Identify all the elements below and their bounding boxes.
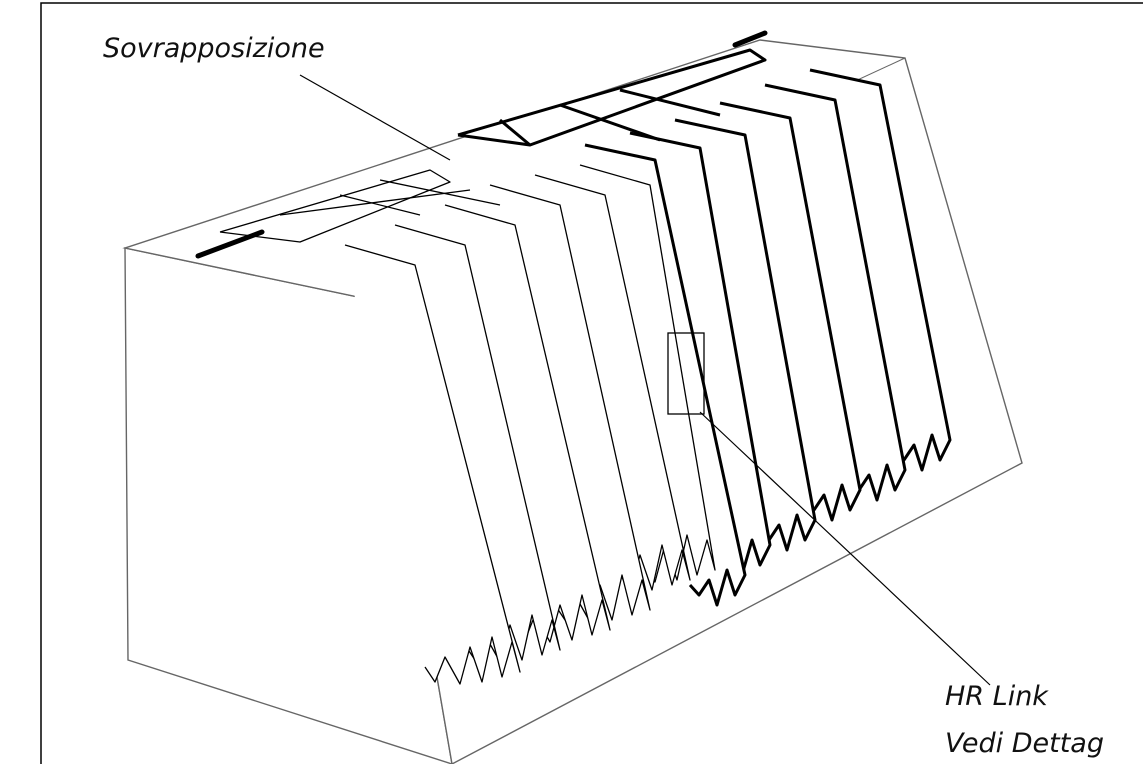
label-link: HR Link: [945, 681, 1049, 712]
mesh-panel: [559, 103, 661, 142]
mesh-panel: [457, 48, 767, 147]
mesh-panel: [344, 244, 521, 685]
mesh-panel: [619, 88, 721, 117]
mesh-panel: [279, 189, 471, 216]
mesh-panel: [379, 179, 501, 206]
mesh-panels: [219, 48, 952, 685]
label-overlap: Sovrapposizione: [103, 33, 325, 64]
mesh-panel: [339, 194, 421, 216]
detail-box: [667, 332, 705, 415]
label-detail: Vedi Dettag: [945, 728, 1104, 759]
frame: [40, 2, 1143, 764]
rod: [195, 229, 265, 259]
mesh-panel: [219, 169, 451, 243]
mesh-panel: [499, 118, 531, 147]
rod: [732, 30, 768, 48]
leader-line: [299, 74, 451, 161]
leader-line: [699, 411, 991, 686]
